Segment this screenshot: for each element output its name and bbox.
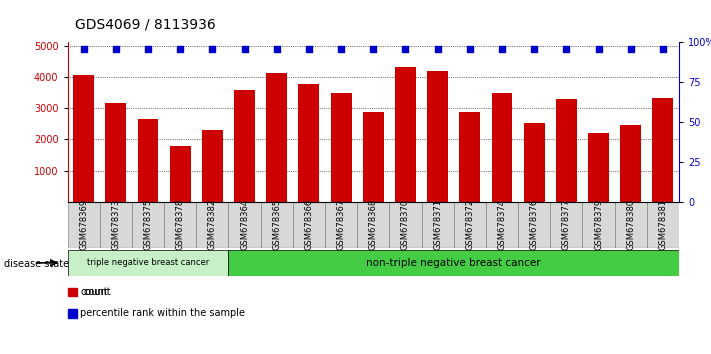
Bar: [137, 119, 159, 202]
Bar: [73, 75, 94, 202]
Bar: [105, 103, 127, 202]
Text: GSM678374: GSM678374: [498, 199, 506, 250]
Bar: [556, 99, 577, 202]
Text: GSM678373: GSM678373: [112, 199, 120, 250]
Text: GSM678372: GSM678372: [465, 199, 474, 250]
Point: [239, 46, 250, 52]
Bar: [363, 113, 384, 202]
Point: [432, 46, 444, 52]
Text: count: count: [80, 287, 108, 297]
Text: GSM678382: GSM678382: [208, 199, 217, 250]
Bar: [164, 202, 196, 248]
Bar: [427, 70, 448, 202]
Point: [593, 46, 604, 52]
Point: [336, 46, 347, 52]
Bar: [228, 250, 679, 276]
Text: GSM678375: GSM678375: [144, 199, 152, 250]
Bar: [653, 98, 673, 202]
Bar: [234, 90, 255, 202]
Text: GSM678369: GSM678369: [79, 199, 88, 250]
Bar: [202, 130, 223, 202]
Bar: [132, 202, 164, 248]
Bar: [325, 202, 357, 248]
Bar: [357, 202, 390, 248]
Point: [142, 46, 154, 52]
Point: [174, 46, 186, 52]
Point: [303, 46, 314, 52]
Bar: [524, 123, 545, 202]
Bar: [100, 202, 132, 248]
Bar: [390, 202, 422, 248]
Bar: [582, 202, 614, 248]
Bar: [228, 202, 261, 248]
Point: [528, 46, 540, 52]
Point: [78, 46, 90, 52]
Bar: [491, 93, 513, 202]
Bar: [422, 202, 454, 248]
Point: [207, 46, 218, 52]
Bar: [454, 202, 486, 248]
Bar: [170, 145, 191, 202]
Text: triple negative breast cancer: triple negative breast cancer: [87, 258, 209, 267]
Bar: [299, 84, 319, 202]
Point: [561, 46, 572, 52]
Text: GSM678376: GSM678376: [530, 199, 539, 250]
Text: GDS4069 / 8113936: GDS4069 / 8113936: [75, 18, 215, 32]
Point: [496, 46, 508, 52]
Bar: [261, 202, 293, 248]
Bar: [459, 112, 481, 202]
Text: disease state: disease state: [4, 259, 69, 269]
Point: [271, 46, 282, 52]
Bar: [620, 125, 641, 202]
Point: [400, 46, 411, 52]
Bar: [68, 202, 100, 248]
Text: GSM678366: GSM678366: [304, 199, 314, 250]
Bar: [486, 202, 518, 248]
Text: GSM678365: GSM678365: [272, 199, 282, 250]
Text: GSM678370: GSM678370: [401, 199, 410, 250]
Bar: [518, 202, 550, 248]
Text: GSM678377: GSM678377: [562, 199, 571, 250]
Bar: [293, 202, 325, 248]
Point: [625, 46, 636, 52]
Text: GSM678381: GSM678381: [658, 199, 668, 250]
Text: non-triple negative breast cancer: non-triple negative breast cancer: [366, 258, 541, 268]
Bar: [588, 133, 609, 202]
Text: percentile rank within the sample: percentile rank within the sample: [80, 308, 245, 318]
Text: GSM678371: GSM678371: [433, 199, 442, 250]
Point: [464, 46, 476, 52]
Text: GSM678378: GSM678378: [176, 199, 185, 250]
Bar: [331, 93, 351, 202]
Text: GSM678367: GSM678367: [336, 199, 346, 250]
Bar: [68, 250, 228, 276]
Text: GSM678368: GSM678368: [369, 199, 378, 250]
Point: [110, 46, 122, 52]
Bar: [614, 202, 647, 248]
Text: GSM678364: GSM678364: [240, 199, 249, 250]
Bar: [550, 202, 582, 248]
Bar: [266, 73, 287, 202]
Point: [368, 46, 379, 52]
Bar: [395, 67, 416, 202]
Bar: [196, 202, 228, 248]
Text: GSM678380: GSM678380: [626, 199, 635, 250]
Bar: [647, 202, 679, 248]
Point: [657, 46, 668, 52]
Text: GSM678379: GSM678379: [594, 199, 603, 250]
Text: count: count: [83, 287, 111, 297]
